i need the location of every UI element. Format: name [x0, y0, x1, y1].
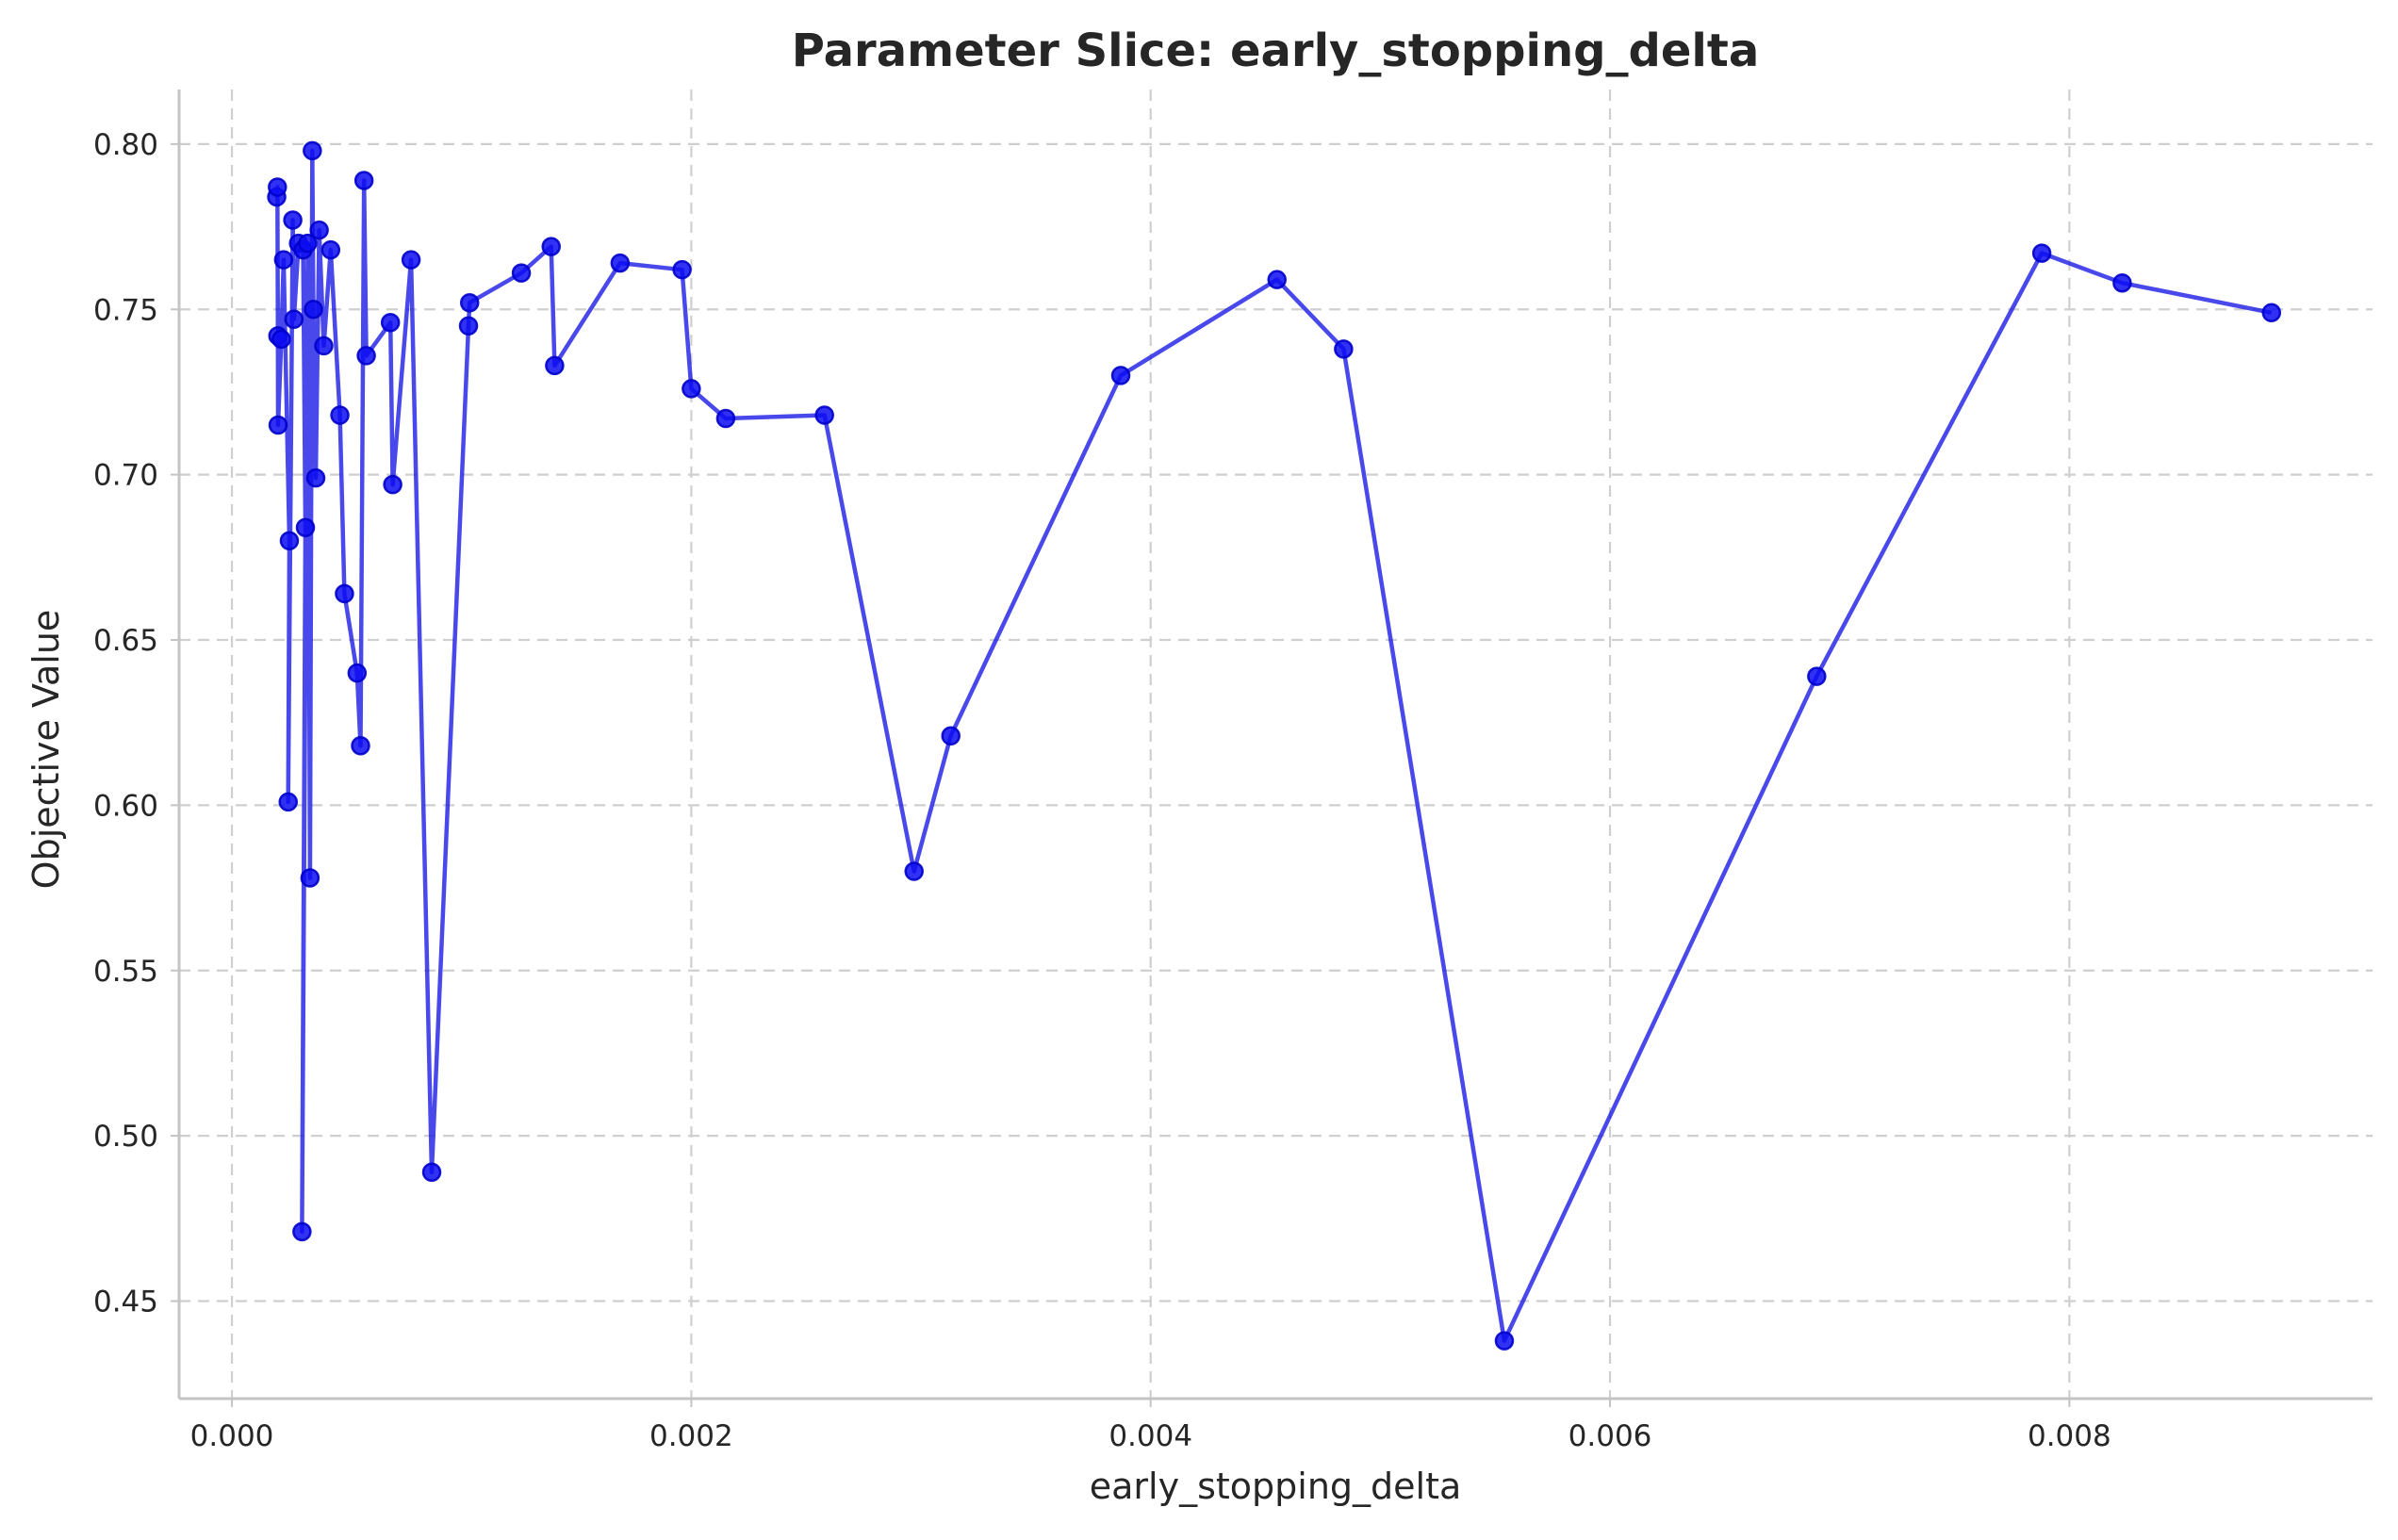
data-point — [383, 474, 402, 495]
y-axis-label: Objective Value — [25, 610, 67, 890]
data-point — [904, 861, 924, 881]
data-point — [459, 292, 480, 313]
data-point — [298, 233, 318, 254]
data-point — [1267, 270, 1287, 289]
data-point — [268, 177, 287, 197]
series-layer — [267, 140, 2282, 1351]
data-point — [273, 250, 294, 270]
data-point — [304, 300, 323, 319]
data-point — [351, 736, 370, 756]
data-point — [295, 517, 316, 538]
data-point — [305, 467, 326, 488]
data-point — [610, 253, 631, 273]
x-tick-label: 0.006 — [1569, 1419, 1652, 1453]
data-point — [380, 313, 401, 333]
data-point — [320, 239, 341, 260]
data-point — [278, 792, 298, 812]
data-point — [2261, 303, 2282, 323]
data-point — [309, 220, 329, 240]
data-point — [271, 329, 291, 350]
data-point — [2031, 243, 2052, 263]
data-point — [1110, 366, 1131, 385]
data-point — [672, 259, 692, 280]
series-line — [274, 148, 2273, 1343]
data-point — [292, 1221, 312, 1242]
x-tick-label: 0.002 — [649, 1419, 733, 1453]
data-point — [715, 408, 736, 429]
y-tick-label: 0.50 — [93, 1120, 158, 1154]
data-point — [300, 868, 320, 888]
x-tick-label: 0.008 — [2028, 1419, 2111, 1453]
x-axis-label: early_stopping_delta — [1090, 1466, 1462, 1507]
grid-layer — [179, 90, 2373, 1399]
data-point — [511, 263, 532, 283]
data-point — [2112, 272, 2132, 293]
data-point — [682, 379, 701, 399]
y-tick-label: 0.70 — [93, 459, 158, 493]
data-point — [268, 415, 288, 435]
y-tick-label: 0.60 — [93, 789, 158, 823]
data-point — [941, 726, 961, 745]
data-point — [401, 250, 421, 270]
chart-title: Parameter Slice: early_stopping_delta — [792, 25, 1759, 77]
y-tick-label: 0.65 — [93, 624, 158, 658]
data-point — [356, 346, 376, 366]
x-tick-label: 0.004 — [1109, 1419, 1192, 1453]
axes-spines — [177, 90, 2373, 1401]
tick-layer: 0.000 0.002 0.004 0.006 0.008 0.45 0.50 0.55 0.6… — [93, 128, 2111, 1453]
data-point — [330, 405, 350, 425]
y-tick-label: 0.55 — [93, 955, 158, 989]
y-tick-label: 0.80 — [93, 128, 158, 162]
data-point — [279, 531, 300, 551]
data-point — [284, 309, 304, 330]
data-point — [545, 355, 565, 376]
data-point — [1334, 339, 1354, 359]
data-point — [1807, 666, 1827, 686]
data-point — [283, 210, 303, 230]
data-point — [421, 1162, 442, 1182]
x-tick-label: 0.000 — [190, 1419, 274, 1453]
data-point — [353, 171, 374, 190]
data-point — [814, 405, 834, 425]
data-point — [347, 663, 368, 683]
data-point — [541, 237, 561, 256]
y-tick-label: 0.45 — [93, 1286, 158, 1319]
y-tick-label: 0.75 — [93, 293, 158, 327]
data-point — [335, 583, 354, 604]
data-point — [303, 140, 322, 161]
data-point — [458, 316, 479, 336]
data-point — [1494, 1331, 1515, 1351]
data-point — [314, 336, 334, 356]
